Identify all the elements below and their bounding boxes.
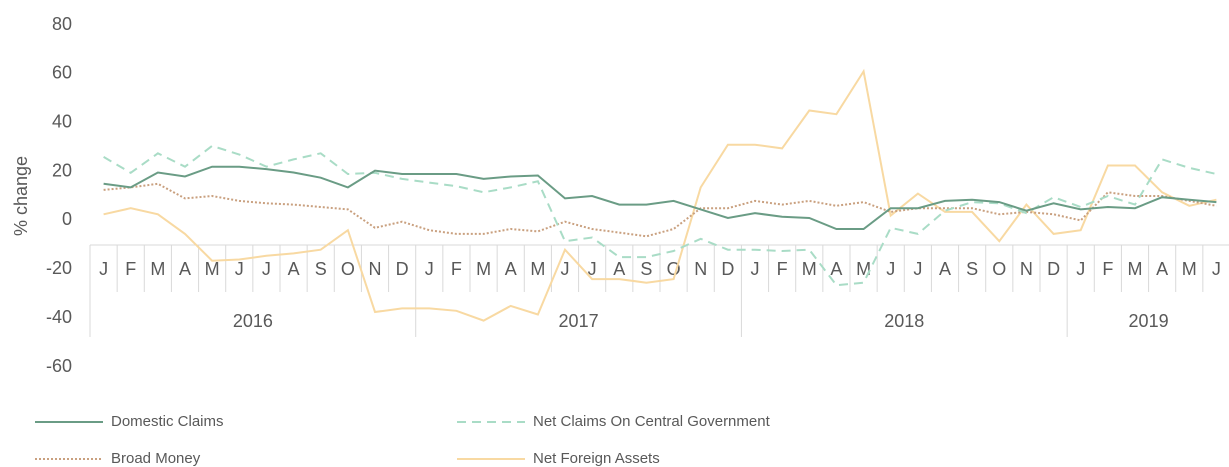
- series-line: [103, 144, 1217, 287]
- x-tick-label: J: [235, 259, 244, 279]
- y-axis-label: % change: [11, 156, 31, 236]
- y-tick-label: -40: [46, 307, 72, 327]
- year-label: 2019: [1129, 311, 1169, 331]
- year-label: 2018: [884, 311, 924, 331]
- x-tick-label: D: [721, 259, 734, 279]
- x-tick-label: J: [886, 259, 895, 279]
- y-tick-label: 0: [62, 209, 72, 229]
- x-tick-label: N: [694, 259, 707, 279]
- legend-label: Net Foreign Assets: [533, 450, 660, 467]
- x-tick-label: A: [613, 259, 625, 279]
- year-label: 2016: [233, 311, 273, 331]
- x-tick-label: S: [640, 259, 652, 279]
- x-tick-label: A: [1156, 259, 1168, 279]
- x-tick-label: A: [939, 259, 951, 279]
- x-tick-label: J: [99, 259, 108, 279]
- x-tick-label: O: [992, 259, 1006, 279]
- x-tick-label: A: [505, 259, 517, 279]
- x-tick-label: N: [1020, 259, 1033, 279]
- x-tick-label: S: [966, 259, 978, 279]
- x-tick-label: F: [125, 259, 136, 279]
- x-tick-label: M: [802, 259, 817, 279]
- y-tick-label: -60: [46, 356, 72, 376]
- legend-label: Domestic Claims: [111, 413, 224, 430]
- y-tick-label: 80: [52, 14, 72, 34]
- x-tick-label: M: [1128, 259, 1143, 279]
- y-tick-label: 40: [52, 111, 72, 131]
- x-tick-label: A: [288, 259, 300, 279]
- x-tick-label: M: [205, 259, 220, 279]
- y-tick-label: 20: [52, 160, 72, 180]
- x-tick-label: M: [856, 259, 871, 279]
- x-tick-label: J: [1212, 259, 1221, 279]
- x-tick-label: O: [667, 259, 681, 279]
- x-tick-label: F: [777, 259, 788, 279]
- x-tick-label: J: [262, 259, 271, 279]
- y-tick-label: 60: [52, 63, 72, 83]
- x-tick-label: D: [1047, 259, 1060, 279]
- legend-label: Net Claims On Central Government: [533, 413, 771, 430]
- x-tick-label: D: [396, 259, 409, 279]
- year-label: 2017: [559, 311, 599, 331]
- x-tick-label: F: [1102, 259, 1113, 279]
- x-tick-label: A: [179, 259, 191, 279]
- legend-label: Broad Money: [111, 450, 201, 467]
- y-tick-label: -20: [46, 258, 72, 278]
- x-tick-label: F: [451, 259, 462, 279]
- x-tick-label: J: [588, 259, 597, 279]
- x-tick-label: M: [150, 259, 165, 279]
- series-line: [103, 182, 1217, 238]
- x-tick-label: S: [315, 259, 327, 279]
- x-tick-label: J: [913, 259, 922, 279]
- x-tick-label: J: [561, 259, 570, 279]
- x-tick-label: M: [530, 259, 545, 279]
- x-tick-label: J: [751, 259, 760, 279]
- x-tick-label: N: [369, 259, 382, 279]
- series-line: [103, 165, 1217, 230]
- x-tick-label: J: [1076, 259, 1085, 279]
- x-tick-label: M: [1182, 259, 1197, 279]
- x-tick-label: J: [425, 259, 434, 279]
- x-tick-label: M: [476, 259, 491, 279]
- x-tick-label: A: [830, 259, 842, 279]
- x-tick-label: O: [341, 259, 355, 279]
